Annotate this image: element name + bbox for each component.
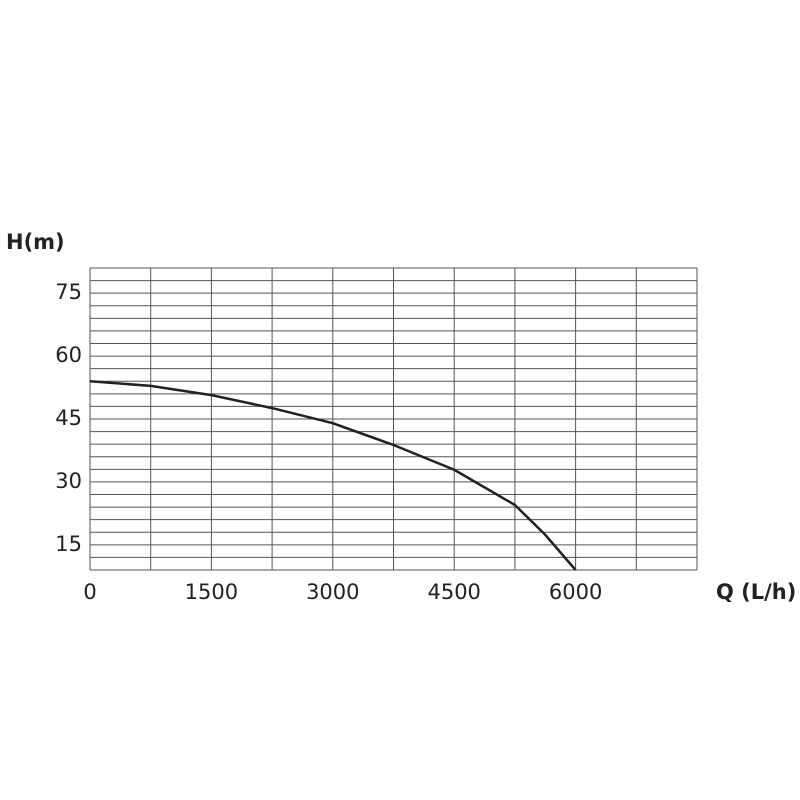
y-tick-label: 60 xyxy=(55,343,82,367)
y-tick-label: 15 xyxy=(55,532,82,556)
y-tick-label: 45 xyxy=(55,406,82,430)
y-axis-title: H(m) xyxy=(6,230,65,254)
x-tick-label: 3000 xyxy=(306,580,359,604)
x-axis-title: Q (L/h) xyxy=(716,580,796,604)
x-tick-label: 0 xyxy=(83,580,96,604)
x-tick-label: 4500 xyxy=(427,580,480,604)
x-tick-label: 1500 xyxy=(185,580,238,604)
y-tick-label: 30 xyxy=(55,469,82,493)
x-tick-label: 6000 xyxy=(549,580,602,604)
curve xyxy=(89,380,577,571)
y-tick-label: 75 xyxy=(55,280,82,304)
